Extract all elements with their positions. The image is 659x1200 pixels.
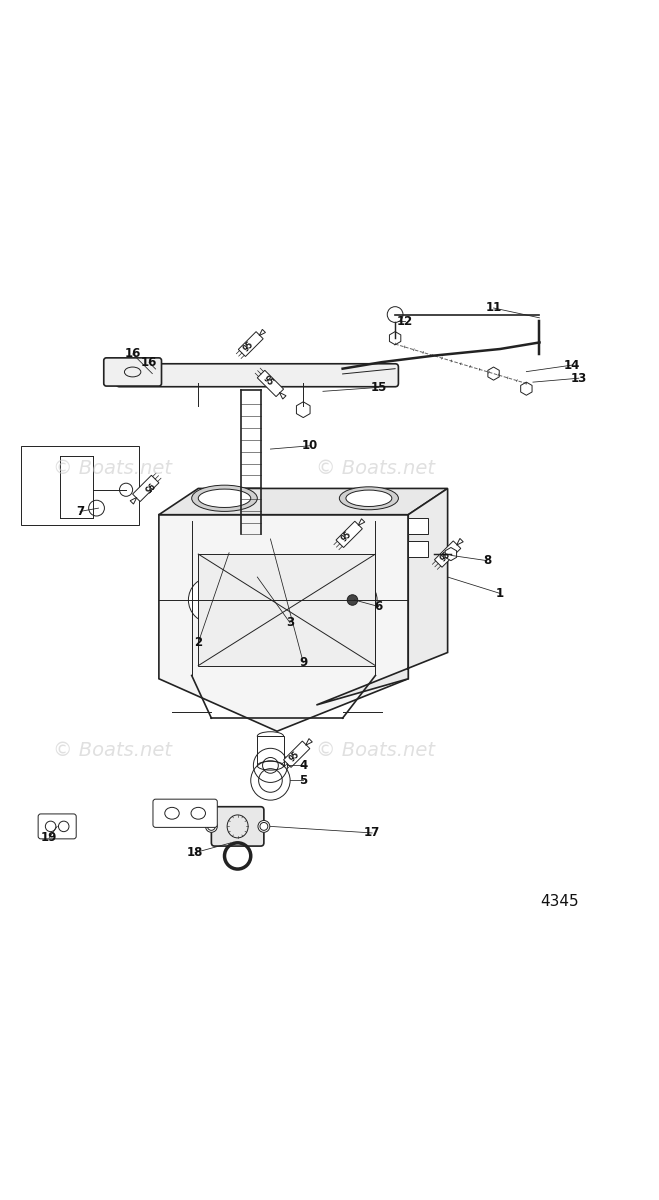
Text: 5: 5 xyxy=(299,774,307,787)
FancyBboxPatch shape xyxy=(103,358,161,386)
Polygon shape xyxy=(159,515,408,731)
Text: 1: 1 xyxy=(496,587,504,600)
Text: 95: 95 xyxy=(438,550,452,563)
Text: 11: 11 xyxy=(486,301,501,314)
Polygon shape xyxy=(259,329,266,336)
Ellipse shape xyxy=(334,578,377,622)
Text: 10: 10 xyxy=(302,439,318,452)
Text: 2: 2 xyxy=(194,636,202,649)
Text: © Boats.net: © Boats.net xyxy=(53,460,173,479)
Text: 15: 15 xyxy=(370,380,387,394)
Text: 16: 16 xyxy=(141,356,158,368)
Polygon shape xyxy=(279,392,286,400)
Ellipse shape xyxy=(192,485,257,511)
Text: © Boats.net: © Boats.net xyxy=(316,742,435,761)
Text: 6: 6 xyxy=(374,600,383,613)
Ellipse shape xyxy=(188,577,235,623)
Text: 4: 4 xyxy=(299,758,307,772)
FancyBboxPatch shape xyxy=(116,364,399,386)
Text: 3: 3 xyxy=(286,617,294,630)
Polygon shape xyxy=(239,331,263,356)
Bar xyxy=(21,445,139,524)
Circle shape xyxy=(347,595,358,605)
FancyBboxPatch shape xyxy=(153,799,217,827)
Text: 9: 9 xyxy=(299,656,307,668)
Circle shape xyxy=(119,484,132,497)
Ellipse shape xyxy=(346,490,392,506)
Ellipse shape xyxy=(257,732,283,740)
Text: 8: 8 xyxy=(483,554,491,568)
Text: © Boats.net: © Boats.net xyxy=(53,742,173,761)
Text: 14: 14 xyxy=(564,359,581,372)
Bar xyxy=(198,554,376,666)
Polygon shape xyxy=(358,518,365,526)
Text: 7: 7 xyxy=(76,505,84,518)
Text: 95: 95 xyxy=(340,530,354,544)
Ellipse shape xyxy=(206,821,217,833)
Polygon shape xyxy=(488,367,500,380)
Polygon shape xyxy=(521,382,532,395)
Text: 95: 95 xyxy=(242,340,255,353)
FancyBboxPatch shape xyxy=(38,814,76,839)
Bar xyxy=(408,541,428,557)
Circle shape xyxy=(387,307,403,323)
Polygon shape xyxy=(434,541,461,568)
Text: 19: 19 xyxy=(41,832,57,844)
Polygon shape xyxy=(445,547,457,560)
Polygon shape xyxy=(306,738,312,745)
Text: 13: 13 xyxy=(571,372,587,385)
Text: 95: 95 xyxy=(287,750,301,763)
Text: 18: 18 xyxy=(186,846,203,859)
Ellipse shape xyxy=(257,761,283,770)
Text: 12: 12 xyxy=(397,314,413,328)
Ellipse shape xyxy=(233,560,256,568)
Bar xyxy=(233,564,256,590)
Polygon shape xyxy=(159,488,447,515)
Polygon shape xyxy=(130,497,137,504)
Polygon shape xyxy=(257,371,283,397)
Ellipse shape xyxy=(233,587,256,594)
Text: 16: 16 xyxy=(125,348,141,360)
Text: 4345: 4345 xyxy=(540,894,579,910)
Text: 95: 95 xyxy=(261,374,275,388)
Polygon shape xyxy=(336,521,362,547)
Polygon shape xyxy=(132,475,159,502)
FancyBboxPatch shape xyxy=(212,806,264,846)
Polygon shape xyxy=(389,331,401,344)
Ellipse shape xyxy=(339,487,399,510)
Bar xyxy=(257,736,283,766)
Circle shape xyxy=(89,500,104,516)
Polygon shape xyxy=(457,539,463,545)
Polygon shape xyxy=(316,488,447,704)
Polygon shape xyxy=(283,742,310,767)
Text: © Boats.net: © Boats.net xyxy=(316,460,435,479)
Text: 17: 17 xyxy=(364,827,380,840)
Ellipse shape xyxy=(198,490,251,508)
Bar xyxy=(408,518,428,534)
Ellipse shape xyxy=(258,821,270,833)
Text: 95: 95 xyxy=(141,479,155,493)
Polygon shape xyxy=(297,402,310,418)
